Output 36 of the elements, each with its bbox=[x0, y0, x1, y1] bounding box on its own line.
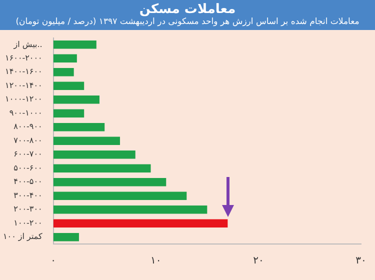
y-tick-label: ۱۰۰-۲۰۰ bbox=[14, 218, 42, 228]
bar bbox=[53, 206, 208, 214]
y-tick-label: ۱۰۰۰-۱۲۰۰ bbox=[5, 94, 42, 104]
bar bbox=[53, 192, 187, 200]
bar bbox=[53, 233, 79, 242]
x-tick-label: ۱۰ bbox=[150, 256, 162, 267]
y-tick-label: ۱۲۰۰-۱۴۰۰ bbox=[5, 80, 42, 90]
bar bbox=[53, 178, 166, 186]
y-tick-label: ۴۰۰-۵۰۰ bbox=[14, 177, 42, 186]
y-tick-label: بیش از.. bbox=[12, 40, 42, 49]
chart-subtitle: معاملات انجام شده بر اساس ارزش هر واحد مسکونی در اردیبهشت ۱۳۹۷ (درصد / میلیون تومان) bbox=[14, 17, 360, 27]
x-tick-label: ۰ bbox=[50, 256, 56, 267]
y-tick-label: ۳۰۰-۴۰۰ bbox=[14, 190, 42, 200]
bar bbox=[53, 150, 136, 159]
bar bbox=[53, 136, 120, 146]
y-tick-label: ۱۶۰۰-۲۰۰۰ bbox=[5, 54, 42, 62]
y-tick-label: ۸۰۰-۹۰۰ bbox=[14, 122, 42, 132]
bar bbox=[53, 54, 77, 63]
bar bbox=[53, 96, 100, 104]
bar bbox=[53, 219, 228, 228]
y-tick-label: ۹۰۰-۱۰۰۰ bbox=[9, 108, 42, 118]
bar bbox=[53, 164, 151, 173]
chart-title: معاملات مسکن bbox=[138, 2, 237, 17]
y-tick-label: ۱۴۰۰-۱۶۰۰ bbox=[5, 67, 42, 76]
bar bbox=[53, 68, 74, 76]
y-tick-label: ۷۰۰-۸۰۰ bbox=[14, 136, 42, 145]
bar bbox=[53, 123, 105, 132]
bar bbox=[53, 109, 84, 118]
y-tick-label: ۲۰۰-۳۰۰ bbox=[14, 204, 42, 214]
x-tick-label: ۲۰ bbox=[253, 256, 264, 267]
x-tick-label: ۳۰ bbox=[356, 256, 366, 267]
y-tick-label: ۵۰۰-۶۰۰ bbox=[14, 163, 42, 172]
y-tick-label: کمتر از ۱۰۰ bbox=[2, 232, 43, 242]
bar bbox=[53, 82, 84, 90]
y-tick-label: ۶۰۰-۷۰۰ bbox=[14, 150, 42, 159]
bar bbox=[53, 40, 96, 49]
